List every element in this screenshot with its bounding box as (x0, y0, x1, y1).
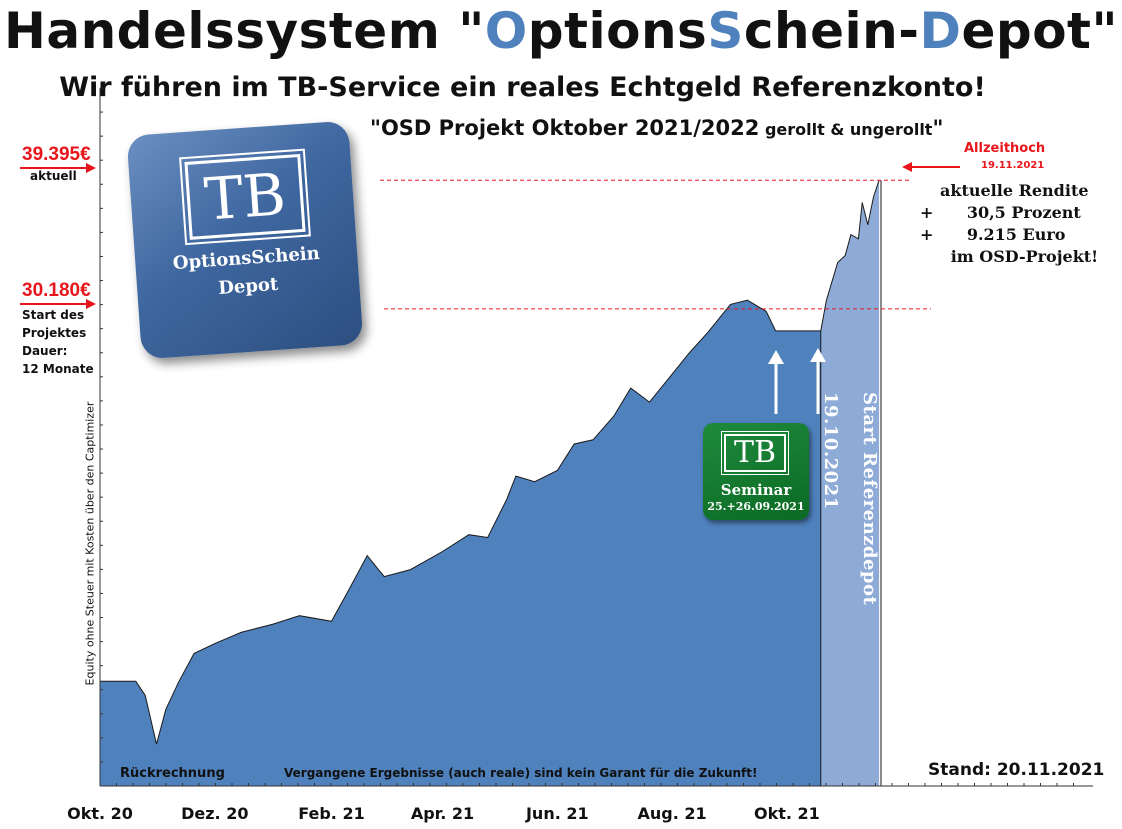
x-tick-label: Okt. 20 (67, 804, 133, 823)
tb-logo-mark: TB (179, 148, 311, 246)
ref-start-arrow-head (810, 348, 826, 362)
seminar-arrow-head (768, 350, 784, 364)
disclaimer: Vergangene Ergebnisse (auch reale) sind … (284, 766, 758, 780)
ath-date: 19.11.2021 (981, 160, 1045, 171)
ref-start-label: Start Referenzdepot (859, 392, 880, 606)
annotation-arrows (20, 162, 960, 414)
rendite-line: aktuelle Rendite (940, 181, 1089, 200)
tb-logo: TB OptionsSchein Depot (126, 120, 364, 360)
start-notes: Start des Projektes Dauer: 12 Monate (22, 306, 94, 378)
seminar-label: Seminar (720, 481, 792, 499)
seminar-date: 25.+26.09.2021 (707, 500, 805, 513)
current-value-arrow-head (86, 163, 96, 173)
series-area-2 (820, 180, 880, 786)
start-value: 30.180€ (22, 280, 91, 301)
chart-axes (99, 87, 1093, 787)
current-label: aktuell (30, 169, 77, 183)
start-line: Start des (22, 308, 85, 322)
stand-date: Stand: 20.11.2021 (928, 760, 1105, 780)
ref-date-label: 19.10.2021 (820, 392, 841, 510)
rueckrechnung-label: Rückrechnung (120, 766, 225, 781)
subtitle: Wir führen im TB-Service ein reales Echt… (59, 72, 986, 103)
rendite-line: im OSD-Projekt! (934, 247, 1099, 266)
x-tick-label: Okt. 21 (753, 804, 820, 823)
ath-label: Allzeithoch (964, 141, 1046, 156)
start-line: 12 Monate (22, 362, 94, 376)
x-tick-label: Aug. 21 (637, 804, 707, 823)
x-tick-label: Apr. 21 (410, 804, 475, 823)
series-line-1 (100, 299, 821, 745)
x-tick-label: Dez. 20 (181, 804, 249, 823)
x-tick-label: Feb. 21 (298, 804, 365, 823)
ath-arrow-head (902, 162, 912, 172)
series-area-1 (100, 300, 821, 786)
chart-areas (100, 180, 882, 786)
start-line: Dauer: (22, 344, 68, 358)
series-line-2 (820, 180, 880, 331)
reference-lines (380, 179, 931, 310)
seminar-logo-mark: TB (721, 431, 789, 475)
y-axis-label: Equity ohne Steuer mit Kosten über den C… (83, 401, 97, 686)
rendite-line: + 30,5 Prozent (920, 203, 1081, 222)
page-title: Handelssystem "OptionsSchein-Depot" (3, 2, 1119, 60)
start-line: Projektes (22, 326, 87, 340)
project-title: "OSD Projekt Oktober 2021/2022 gerollt &… (370, 116, 944, 140)
start-value-arrow-head (86, 299, 96, 309)
x-tick-label: Jun. 21 (525, 804, 589, 823)
seminar-badge: TB Seminar 25.+26.09.2021 (703, 423, 809, 520)
rendite-box: aktuelle Rendite + 30,5 Prozent + 9.215 … (920, 180, 1120, 268)
current-value: 39.395€ (22, 144, 91, 165)
rendite-line: + 9.215 Euro (920, 225, 1066, 244)
